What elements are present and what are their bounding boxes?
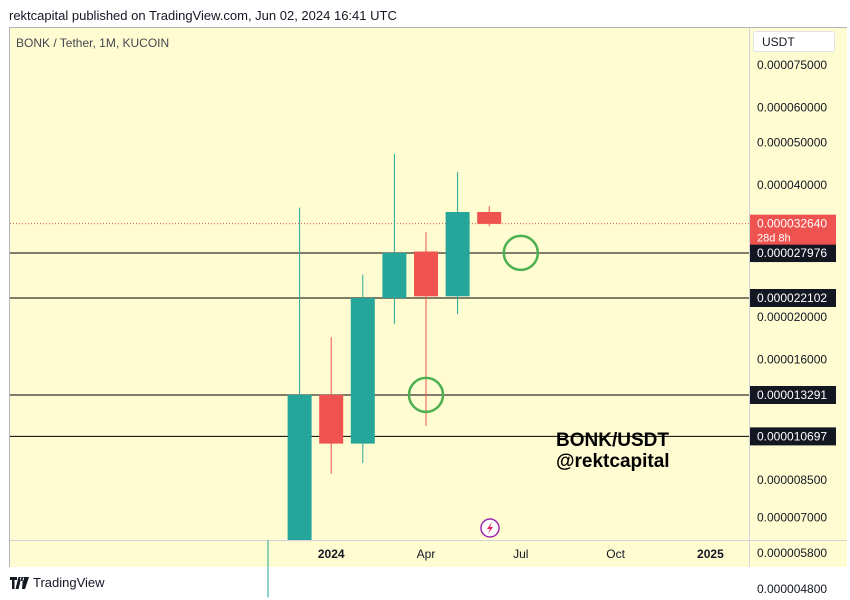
candle-body [287, 394, 312, 540]
current-price-text: 0.000032640 [757, 217, 827, 231]
level-price-text: 0.000027976 [757, 246, 827, 260]
annotation-circle [407, 376, 445, 414]
level-price-tag [750, 289, 836, 308]
currency-button[interactable]: USDT [753, 31, 835, 52]
price-tick-label: 0.000007000 [757, 510, 827, 524]
candle-body [319, 394, 344, 444]
time-tick-label: 2025 [697, 547, 724, 561]
tradingview-logo-icon [10, 576, 29, 589]
lightning-bolt-icon [487, 522, 493, 534]
price-tick-label: 0.000075000 [757, 58, 827, 72]
candle-body [477, 211, 502, 224]
time-tick-label: Jul [513, 547, 528, 561]
price-tick-label: 0.000060000 [757, 101, 827, 115]
candle-body [414, 251, 438, 297]
plot-area[interactable] [10, 28, 749, 540]
candle-body [445, 211, 470, 297]
time-tick-label: Oct [606, 547, 625, 561]
level-price-text: 0.000022102 [757, 291, 827, 305]
price-tick-label: 0.000005800 [757, 546, 827, 560]
time-tick-label: Apr [417, 547, 436, 561]
published-header: rektcapital published on TradingView.com… [9, 8, 397, 23]
footer-brand: TradingView [33, 575, 105, 590]
level-price-tag [750, 385, 836, 404]
price-axis[interactable] [749, 28, 847, 540]
price-tick-label: 0.000040000 [757, 178, 827, 192]
price-tick-label: 0.000008500 [757, 473, 827, 487]
watermark-line1: BONK/USDT [556, 430, 669, 451]
level-price-tag [750, 244, 836, 263]
candle-body [350, 298, 375, 444]
axis-corner [749, 540, 847, 567]
level-price-text: 0.000013291 [757, 388, 827, 402]
time-axis[interactable] [10, 540, 749, 567]
level-price-tag [750, 427, 836, 446]
watermark-line2: @rektcapital [556, 451, 670, 472]
current-price-tag [750, 214, 836, 245]
price-tick-label: 0.000016000 [757, 353, 827, 367]
time-tick-label: 2024 [318, 547, 345, 561]
price-tick-label: 0.000050000 [757, 135, 827, 149]
candle-body [382, 252, 407, 299]
annotation-circle [502, 234, 540, 272]
price-tick-label: 0.000020000 [757, 310, 827, 324]
price-tick-label: 0.000004800 [757, 582, 827, 596]
watermark: BONK/USDT @rektcapital [556, 430, 670, 472]
footer[interactable]: TradingView [10, 575, 105, 590]
countdown-text: 28d 8h [757, 233, 791, 245]
level-price-text: 0.000010697 [757, 429, 827, 443]
symbol-title[interactable]: BONK / Tether, 1M, KUCOIN [16, 36, 170, 50]
